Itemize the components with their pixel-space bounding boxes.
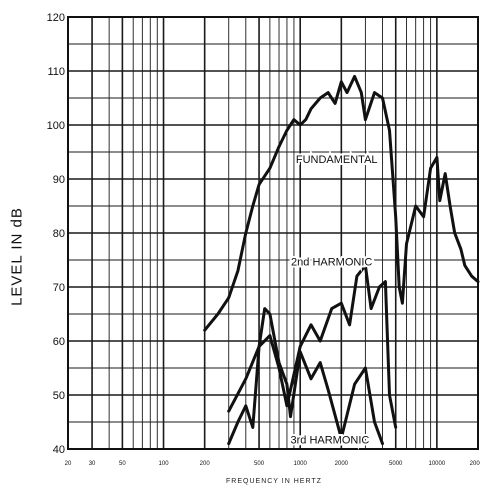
x-tick-label: 10000 xyxy=(429,461,446,467)
x-tick-label: 20 xyxy=(65,461,72,467)
plot-grid xyxy=(67,16,479,450)
series-annotation: 2nd HARMONIC xyxy=(291,256,372,268)
plot-ticks: 40 50 60 70 80 90 100 110 120 20 30 50 100 200 500 1000… xyxy=(47,12,480,467)
plot-annotations: FUNDAMENTAL 2nd HARMONIC 3rd HARMONIC xyxy=(288,152,379,449)
x-tick-label: 1000 xyxy=(294,461,308,467)
x-tick-label: 50 xyxy=(119,461,126,467)
y-tick-label: 40 xyxy=(53,444,65,456)
series-line-2 xyxy=(227,263,398,429)
y-tick-label: 70 xyxy=(53,282,65,294)
y-tick-label: 80 xyxy=(53,228,65,240)
y-tick-label: 90 xyxy=(53,174,65,186)
y-tick-label: 50 xyxy=(53,390,65,402)
y-tick-label: 60 xyxy=(53,336,65,348)
plot-frame xyxy=(67,16,479,450)
y-tick-label: 100 xyxy=(47,120,65,132)
x-tick-label: 200 xyxy=(200,461,211,467)
x-axis-label: FREQUENCY IN HERTZ xyxy=(226,478,322,485)
x-tick-label: 5000 xyxy=(389,461,403,467)
series-line-3 xyxy=(227,307,384,446)
y-tick-label: 120 xyxy=(47,12,65,24)
x-tick-label: 20000 xyxy=(470,461,480,467)
series-annotation: FUNDAMENTAL xyxy=(296,154,378,166)
x-tick-label: 100 xyxy=(159,461,170,467)
y-axis-label: LEVEL IN dB xyxy=(8,207,26,306)
series-annotation: 3rd HARMONIC xyxy=(290,435,369,447)
x-tick-label: 2000 xyxy=(335,461,349,467)
x-tick-label: 30 xyxy=(89,461,96,467)
x-tick-label: 500 xyxy=(254,461,265,467)
series-line-1 xyxy=(203,74,480,332)
y-tick-label: 110 xyxy=(47,66,65,78)
plot-series xyxy=(203,74,480,446)
